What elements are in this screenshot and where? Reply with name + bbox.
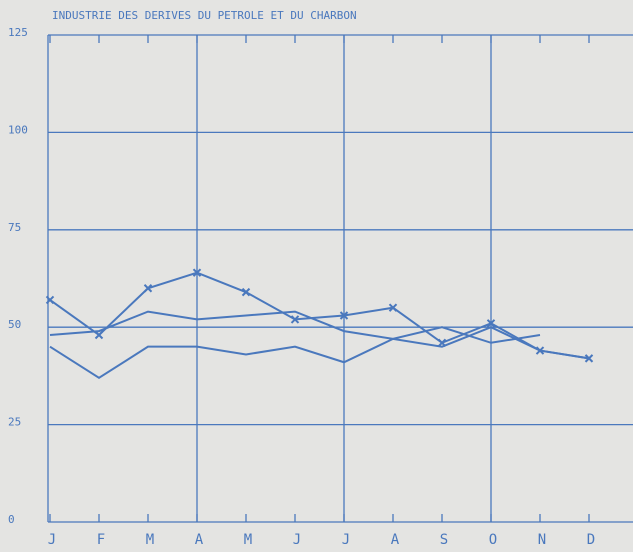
- point-marker: [94, 330, 104, 340]
- chart-title: INDUSTRIE DES DERIVES DU PETROLE ET DU C…: [52, 9, 357, 22]
- y-tick-label: 75: [8, 221, 21, 234]
- y-tick-label: 0: [8, 513, 15, 526]
- x-tick-label: J: [48, 532, 56, 548]
- y-tick-label: 50: [8, 318, 21, 331]
- series-line: [49, 326, 590, 380]
- x-tick-label: J: [293, 532, 301, 548]
- y-tick-label: 25: [8, 416, 21, 429]
- x-tick-label: M: [146, 532, 154, 548]
- x-tick-label: D: [587, 532, 595, 548]
- point-marker: [388, 303, 398, 312]
- point-marker: [45, 295, 55, 305]
- x-tick-label: N: [538, 532, 546, 548]
- x-tick-label: A: [195, 532, 204, 548]
- series-line: [49, 271, 590, 360]
- x-tick-label: F: [97, 532, 105, 548]
- point-marker: [339, 311, 349, 320]
- x-tick-label: J: [342, 532, 350, 548]
- x-tick-label: M: [244, 532, 252, 548]
- point-marker: [486, 319, 496, 328]
- series-line: [49, 310, 541, 344]
- x-tick-label: A: [391, 532, 400, 548]
- x-tick-label: O: [489, 532, 497, 548]
- point-marker: [241, 287, 251, 297]
- x-tick-label: S: [440, 532, 448, 548]
- point-marker: [192, 268, 202, 277]
- point-marker: [143, 284, 153, 293]
- y-tick-label: 100: [8, 123, 28, 136]
- point-marker: [290, 315, 300, 324]
- y-tick-label: 125: [8, 26, 28, 39]
